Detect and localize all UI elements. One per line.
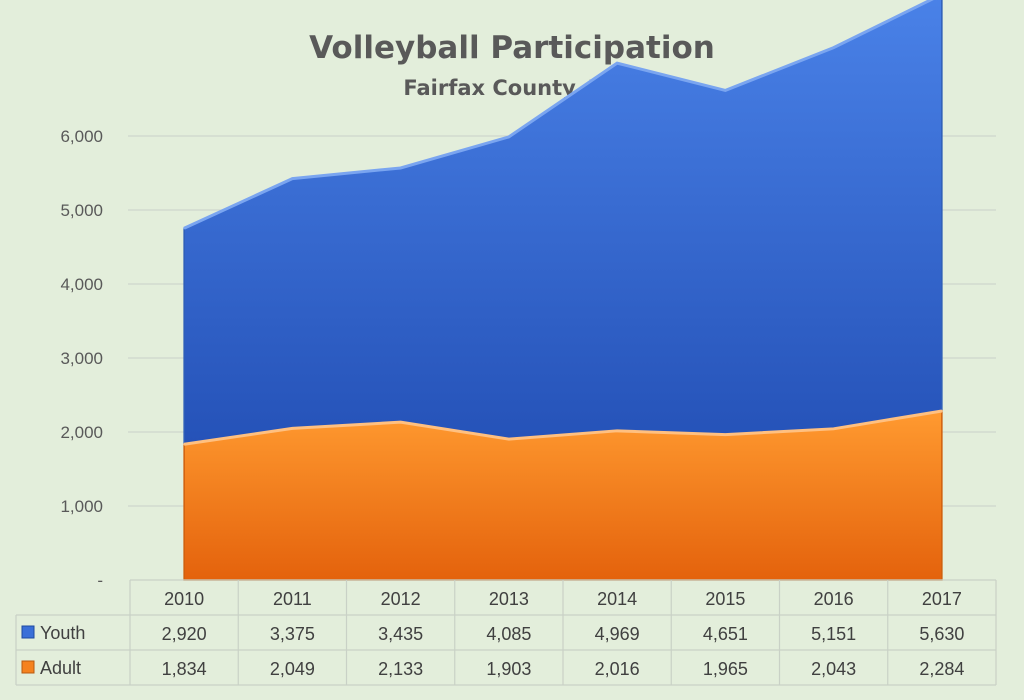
y-tick-label: 4,000: [60, 275, 103, 294]
youth-point: [399, 166, 402, 169]
data-label: 2,016: [595, 659, 640, 679]
legend-label: Youth: [40, 623, 85, 643]
category-label: 2011: [273, 589, 312, 609]
category-label: 2010: [164, 589, 204, 609]
adult-top-edge: [183, 409, 943, 446]
data-label: 2,133: [378, 659, 423, 679]
adult-point: [940, 409, 943, 412]
data-label: 2,043: [811, 659, 856, 679]
adult-point: [291, 427, 294, 430]
y-tick-label: 6,000: [60, 127, 103, 146]
category-label: 2012: [381, 589, 421, 609]
chart-title: Volleyball Participation: [309, 30, 715, 66]
adult-point: [616, 429, 619, 432]
youth-point: [183, 227, 186, 230]
youth-point: [724, 89, 727, 92]
youth-point: [832, 46, 835, 49]
category-label: 2016: [814, 589, 854, 609]
data-label: 4,651: [703, 624, 748, 644]
y-tick-label: 2,000: [60, 423, 103, 442]
data-label: 2,049: [270, 659, 315, 679]
data-label: 5,630: [919, 624, 964, 644]
y-tick-label: 5,000: [60, 201, 103, 220]
y-tick-label: 3,000: [60, 349, 103, 368]
data-label: 4,969: [595, 624, 640, 644]
data-label: 1,903: [486, 659, 531, 679]
y-tick-label: -: [97, 571, 103, 590]
data-label: 1,965: [703, 659, 748, 679]
data-label: 1,834: [162, 659, 207, 679]
youth-area: [183, 0, 943, 446]
adult-point: [183, 443, 186, 446]
data-label: 2,920: [162, 624, 207, 644]
youth-top-edge: [183, 0, 934, 230]
youth-point: [616, 62, 619, 65]
adult-point: [507, 438, 510, 441]
data-label: 4,085: [486, 624, 531, 644]
category-label: 2015: [705, 589, 745, 609]
legend-swatch: [21, 625, 35, 639]
data-label: 5,151: [811, 624, 856, 644]
data-label: 2,284: [919, 659, 964, 679]
data-label: 3,375: [270, 624, 315, 644]
adult-point: [399, 421, 402, 424]
legend-swatch: [21, 660, 35, 674]
youth-point: [507, 135, 510, 138]
adult-point: [832, 427, 835, 430]
youth-point: [291, 177, 294, 180]
adult-point: [724, 433, 727, 436]
plot-area: [183, 0, 943, 581]
category-label: 2017: [922, 589, 962, 609]
category-label: 2014: [597, 589, 637, 609]
legend-label: Adult: [40, 658, 81, 678]
data-table: 2010 2011 2012 2013 2014 2015 2016 2017 Youth 2,9…: [15, 579, 997, 686]
category-label: 2013: [489, 589, 529, 609]
data-label: 3,435: [378, 624, 423, 644]
y-tick-label: 1,000: [60, 497, 103, 516]
y-axis: - 1,000 2,000 3,000 4,000 5,000 6,000: [60, 127, 103, 590]
